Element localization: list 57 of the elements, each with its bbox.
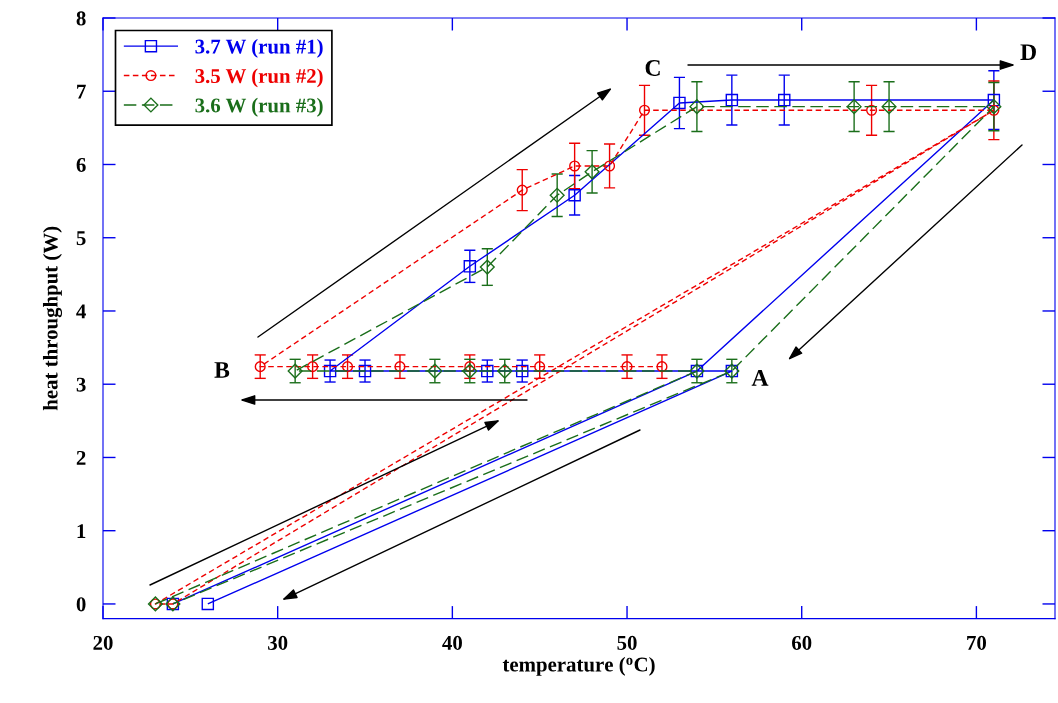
x-tick-label: 60 — [792, 635, 812, 650]
point — [307, 361, 319, 373]
point — [394, 361, 406, 373]
point — [673, 96, 686, 110]
point — [463, 260, 477, 273]
x-tick-label: 40 — [442, 635, 462, 650]
point — [725, 93, 739, 107]
point — [988, 104, 1000, 116]
y-tick-label: 1 — [77, 524, 86, 538]
point — [777, 93, 791, 107]
point — [462, 363, 478, 379]
point — [846, 99, 862, 115]
y-tick-label: 8 — [76, 11, 86, 26]
x-axis-title: temperature ($^{o}$C) — [502, 656, 655, 676]
point — [604, 160, 616, 172]
y-tick-label: 2 — [76, 450, 86, 465]
point — [881, 99, 897, 115]
x-tick-label: 70 — [967, 635, 987, 650]
y-tick-label: 7 — [77, 84, 86, 99]
annotation: A — [751, 370, 769, 386]
point — [549, 187, 565, 203]
point — [866, 104, 878, 116]
legend-label: 3.6 W (run #3) — [195, 97, 323, 117]
annotation: D — [1020, 44, 1036, 60]
point — [497, 363, 513, 379]
point — [481, 364, 494, 378]
y-tick-label: 4 — [76, 304, 86, 319]
y-axis-title: heat throughput (W) — [42, 226, 63, 411]
annotation: B — [214, 362, 230, 378]
legend-label: 3.5 W (run #2) — [195, 68, 323, 88]
point — [516, 184, 528, 196]
point — [201, 597, 215, 611]
point — [569, 160, 581, 172]
x-tick-label: 20 — [93, 635, 113, 650]
point — [287, 363, 303, 379]
point — [689, 99, 705, 115]
legend-label: 3.7 W (run #1) — [195, 38, 323, 58]
y-tick-label: 5 — [76, 231, 86, 246]
annotation: C — [645, 60, 660, 76]
y-tick-label: 6 — [76, 157, 86, 172]
point — [568, 188, 581, 202]
y-tick-label: 0 — [76, 597, 86, 612]
y-tick-label: 3 — [76, 377, 86, 392]
point — [323, 364, 337, 378]
point — [341, 361, 354, 373]
point — [986, 99, 1002, 115]
point — [638, 104, 651, 116]
x-tick-label: 50 — [617, 635, 637, 650]
point — [515, 364, 529, 378]
point — [584, 164, 600, 180]
point — [254, 361, 266, 373]
point — [427, 363, 443, 379]
point — [479, 259, 495, 275]
point — [358, 364, 372, 378]
point — [656, 361, 668, 373]
point — [987, 93, 1001, 107]
x-tick-label: 30 — [268, 635, 288, 650]
